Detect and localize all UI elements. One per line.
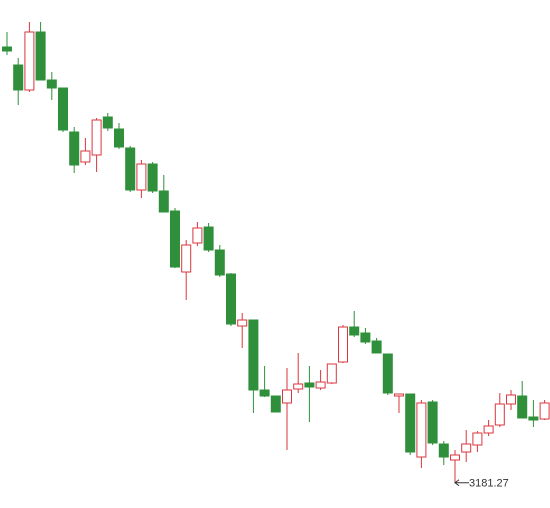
candle-body bbox=[24, 31, 35, 91]
candle-body bbox=[472, 432, 483, 446]
candle-body bbox=[58, 87, 68, 131]
candle-body bbox=[102, 116, 113, 129]
candle-body bbox=[158, 190, 169, 213]
candle-body bbox=[461, 443, 472, 453]
candle-body bbox=[237, 319, 248, 327]
candle-body bbox=[203, 226, 214, 251]
candle-body bbox=[405, 393, 416, 453]
candle-body bbox=[170, 210, 180, 268]
candle-body bbox=[80, 150, 91, 163]
candle-body bbox=[2, 46, 12, 52]
candle-body bbox=[304, 382, 315, 388]
candle-body bbox=[91, 119, 102, 156]
candle-body bbox=[293, 383, 304, 390]
candle-body bbox=[13, 64, 24, 91]
candle-body bbox=[259, 389, 270, 397]
candle-body bbox=[46, 79, 57, 89]
candle-body bbox=[539, 402, 550, 420]
candle-body bbox=[394, 393, 404, 397]
candle-body bbox=[427, 401, 438, 444]
annotation-arrow bbox=[454, 479, 469, 487]
candle-body bbox=[226, 273, 236, 325]
candle-body bbox=[450, 454, 460, 461]
candle-body bbox=[382, 353, 393, 394]
candle-body bbox=[416, 402, 427, 458]
candle-body bbox=[349, 326, 360, 336]
candle-body bbox=[248, 319, 259, 391]
candle-body bbox=[136, 163, 147, 191]
candle-body bbox=[360, 332, 371, 343]
candle-body bbox=[315, 381, 326, 389]
candle-body bbox=[483, 425, 494, 434]
candle-body bbox=[214, 249, 225, 276]
candle-body bbox=[326, 363, 337, 384]
candle-body bbox=[494, 403, 505, 426]
candle-body bbox=[338, 326, 348, 363]
annotation-label: 3181.27 bbox=[469, 478, 509, 490]
candle-body bbox=[69, 131, 80, 166]
candle-body bbox=[192, 227, 203, 244]
candle-body bbox=[181, 244, 192, 273]
candle-body bbox=[114, 128, 124, 148]
candle-body bbox=[35, 31, 46, 81]
candle-body bbox=[125, 147, 136, 191]
candle-body bbox=[528, 416, 539, 421]
candle-body bbox=[506, 394, 516, 405]
candle-body bbox=[147, 163, 158, 192]
candle-body bbox=[371, 340, 382, 354]
candle-body bbox=[282, 389, 292, 404]
candle-body bbox=[517, 395, 528, 419]
candle-body bbox=[270, 395, 281, 413]
candle-body bbox=[438, 443, 449, 458]
